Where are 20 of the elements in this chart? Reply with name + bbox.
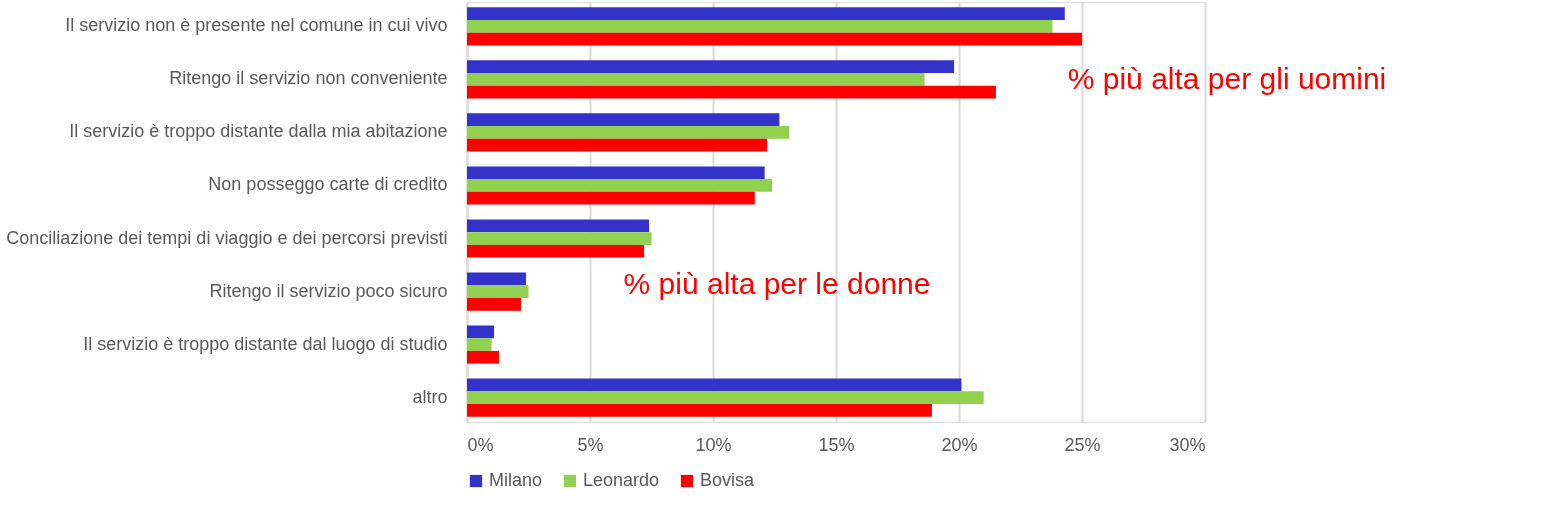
y-tick-label: Il servizio è troppo distante dalla mia abitazione [69,121,448,142]
y-tick-label: altro [412,386,448,407]
legend-label: Leonardo [583,470,660,490]
x-tick-label: 30% [1169,434,1206,455]
y-tick-label: Ritengo il servizio poco sicuro [209,280,448,301]
y-tick-label: Conciliazione dei tempi di viaggio e dei percorsi previsti [6,227,448,248]
y-tick-label: Ritengo il servizio non conveniente [169,68,448,89]
x-tick-label: 25% [1064,434,1101,455]
y-tick-label: Il servizio non è presente nel comune in cui vivo [65,15,448,36]
x-tick-label: 20% [941,434,978,455]
x-tick-label: 10% [695,434,732,455]
x-tick-label: 5% [577,434,604,455]
legend-label: Milano [489,470,543,490]
x-tick-label: 15% [818,434,855,455]
annotation: % più alta per gli uomini [1067,62,1387,95]
annotation: % più alta per le donne [623,267,931,300]
y-tick-label: Il servizio è troppo distante dal luogo di studio [83,333,448,354]
y-tick-label: Non posseggo carte di credito [208,174,448,195]
x-tick-label: 0% [467,434,494,455]
legend-label: Bovisa [700,470,756,490]
